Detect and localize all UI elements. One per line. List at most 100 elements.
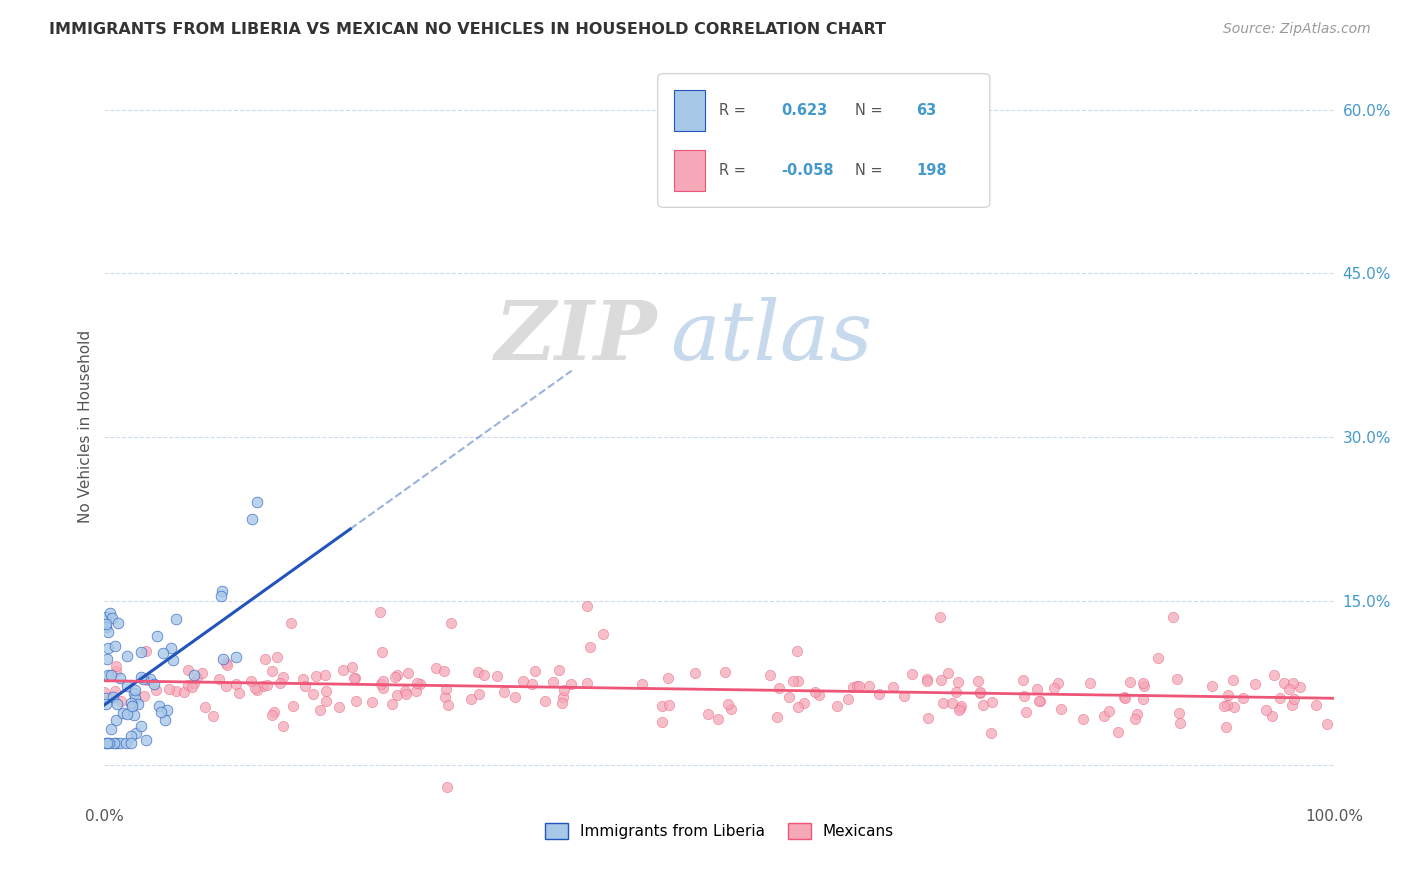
Point xyxy=(842,680,865,694)
Point xyxy=(787,674,810,689)
Point xyxy=(186,671,208,685)
Point xyxy=(1028,694,1050,708)
Point xyxy=(683,665,706,680)
Point xyxy=(929,673,952,687)
Point xyxy=(1222,673,1244,688)
Point xyxy=(523,665,546,679)
Point xyxy=(225,650,247,665)
Point xyxy=(240,512,263,526)
Point xyxy=(945,685,967,699)
Point xyxy=(281,698,304,713)
Point xyxy=(148,698,170,713)
Point xyxy=(152,646,174,660)
Point xyxy=(714,665,737,680)
Point xyxy=(240,674,263,689)
Point xyxy=(370,677,392,691)
Point xyxy=(105,713,128,727)
Point xyxy=(243,681,266,695)
Point xyxy=(837,692,859,706)
Point xyxy=(110,736,132,750)
Point xyxy=(135,644,157,658)
Point xyxy=(551,696,574,710)
Point xyxy=(972,698,994,712)
Point xyxy=(1049,702,1071,716)
Point xyxy=(467,665,489,680)
Point xyxy=(1028,694,1050,708)
Point xyxy=(882,681,904,695)
Point xyxy=(949,701,972,715)
Point xyxy=(344,694,367,708)
Point xyxy=(808,689,831,703)
Point xyxy=(1043,681,1066,695)
Point xyxy=(309,703,332,717)
Point xyxy=(127,697,149,711)
Point xyxy=(1092,709,1115,723)
Point xyxy=(1168,715,1191,730)
Point xyxy=(631,677,654,691)
Point xyxy=(215,657,238,672)
Point xyxy=(1114,690,1136,705)
Point xyxy=(768,681,790,695)
Point xyxy=(269,676,291,690)
Point xyxy=(104,684,127,698)
Point xyxy=(228,686,250,700)
Point xyxy=(765,709,787,723)
Point xyxy=(845,679,868,693)
Point xyxy=(936,666,959,681)
Point xyxy=(696,706,718,721)
Point xyxy=(108,671,131,685)
Point xyxy=(1114,690,1136,705)
Point xyxy=(1123,712,1146,726)
Text: ZIP: ZIP xyxy=(495,297,658,377)
Point xyxy=(848,680,870,694)
Point xyxy=(1132,675,1154,690)
Point xyxy=(541,675,564,690)
Point xyxy=(1282,676,1305,690)
Point xyxy=(1147,650,1170,665)
Point xyxy=(1244,677,1267,691)
Point xyxy=(941,696,963,710)
Point xyxy=(946,675,969,690)
Point xyxy=(101,690,124,705)
Point xyxy=(191,665,214,680)
Point xyxy=(1047,675,1070,690)
Point xyxy=(266,650,288,665)
Point xyxy=(381,698,404,712)
Point xyxy=(657,671,679,685)
Point xyxy=(396,665,419,680)
Point xyxy=(121,699,143,714)
Point xyxy=(271,670,294,684)
Text: R =: R = xyxy=(720,162,747,178)
Point xyxy=(105,698,128,712)
Point xyxy=(592,627,614,641)
Point xyxy=(124,682,146,697)
Point xyxy=(434,690,457,704)
Point xyxy=(97,624,120,639)
Point xyxy=(100,723,122,737)
Point xyxy=(786,700,808,714)
Point xyxy=(1268,691,1291,706)
Point xyxy=(361,695,384,709)
Point xyxy=(332,664,354,678)
Bar xyxy=(673,90,704,131)
Point xyxy=(101,611,124,625)
Point xyxy=(1212,699,1234,714)
Text: Source: ZipAtlas.com: Source: ZipAtlas.com xyxy=(1223,22,1371,37)
Bar xyxy=(673,150,704,191)
Point xyxy=(408,677,430,691)
Point xyxy=(492,685,515,699)
Point xyxy=(120,696,142,710)
Point xyxy=(1168,706,1191,720)
Point xyxy=(132,672,155,686)
Point xyxy=(304,668,326,682)
Point xyxy=(115,706,138,721)
Point xyxy=(125,726,148,740)
Point xyxy=(1132,692,1154,706)
Point xyxy=(160,640,183,655)
Point xyxy=(657,698,679,712)
Point xyxy=(165,612,187,626)
Point xyxy=(246,494,269,508)
Point xyxy=(315,683,337,698)
Point xyxy=(342,659,364,673)
Point xyxy=(929,610,952,624)
